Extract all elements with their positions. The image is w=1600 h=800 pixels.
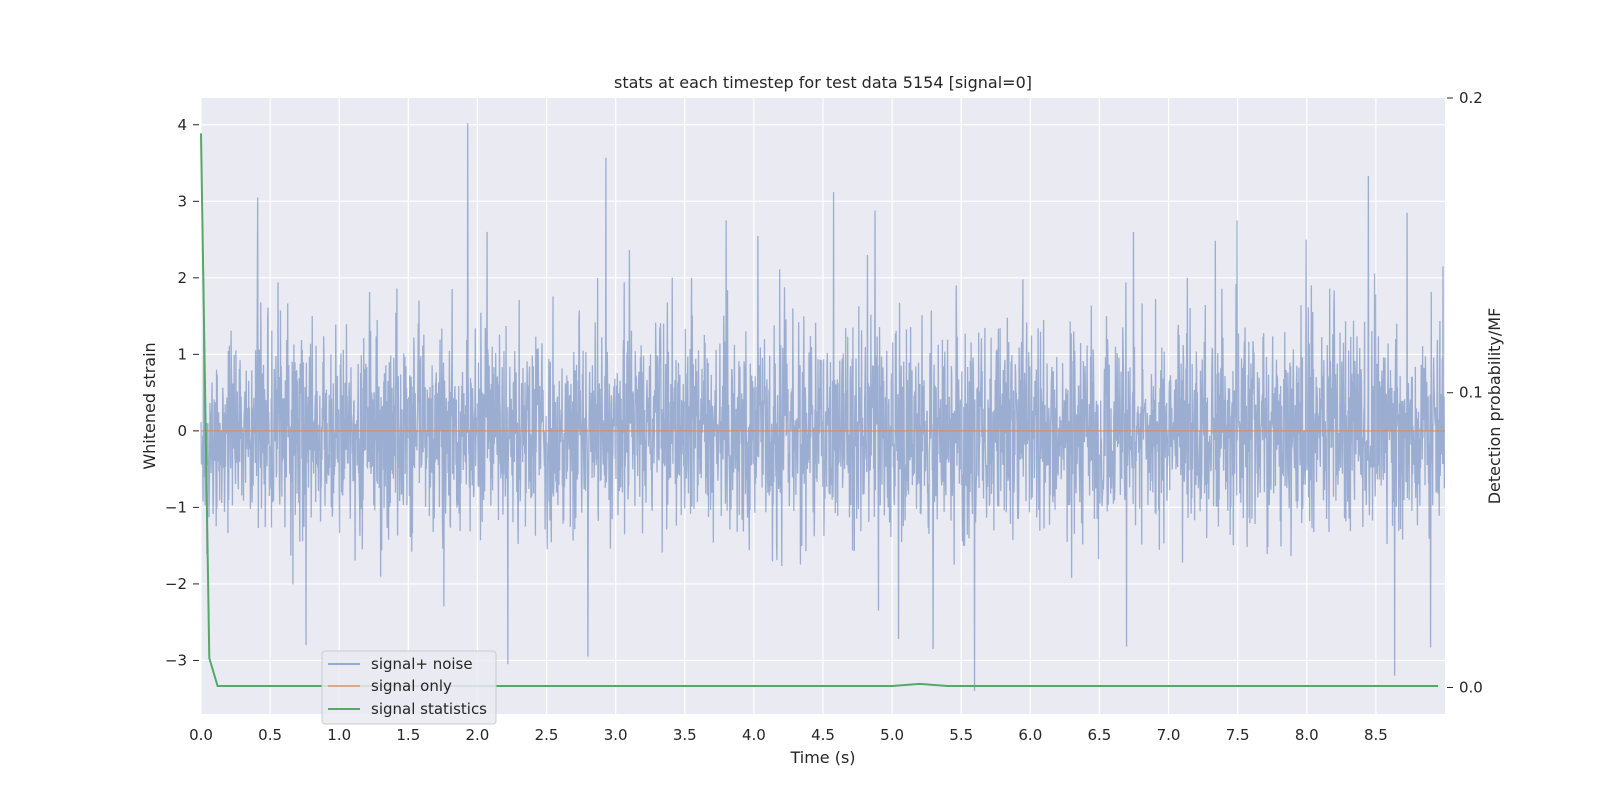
- x-tick-label: 5.5: [949, 726, 973, 744]
- y-tick-label: 4: [177, 116, 187, 134]
- x-tick-label: 8.5: [1364, 726, 1388, 744]
- chart-title: stats at each timestep for test data 515…: [614, 73, 1032, 92]
- x-tick-label: 3.0: [604, 726, 628, 744]
- x-tick-label: 2.5: [535, 726, 559, 744]
- y2-axis-label: Detection probability/MF: [1485, 308, 1504, 505]
- x-tick-label: 0.0: [189, 726, 213, 744]
- x-tick-label: 6.0: [1018, 726, 1042, 744]
- y-tick-label: −1: [165, 498, 187, 516]
- y-tick-label: −3: [165, 651, 187, 669]
- legend: signal+ noise signal only signal statist…: [321, 650, 497, 725]
- y-tick-label: 2: [177, 269, 187, 287]
- x-tick-label: 4.5: [811, 726, 835, 744]
- y-tick-label: 3: [177, 192, 187, 210]
- series-signal-statistics: [200, 133, 1439, 687]
- legend-label-signal-statistics: signal statistics: [371, 700, 487, 718]
- x-tick-label: 0.5: [258, 726, 282, 744]
- series-signal-noise: [200, 123, 1446, 692]
- y2-axis-ticks: 0.0 0.1 0.2: [1447, 89, 1483, 696]
- y-axis-label: Whitened strain: [140, 342, 159, 469]
- x-tick-label: 6.5: [1088, 726, 1112, 744]
- x-tick-label: 8.0: [1295, 726, 1319, 744]
- y-tick-label: 0: [177, 422, 187, 440]
- x-tick-label: 1.5: [396, 726, 420, 744]
- legend-box: [321, 650, 497, 725]
- legend-label-signal-noise: signal+ noise: [371, 655, 473, 673]
- y-tick-label: 1: [177, 345, 187, 363]
- y-tick-label: −2: [165, 575, 187, 593]
- signal-noise-line: [200, 123, 1446, 692]
- x-tick-label: 5.0: [880, 726, 904, 744]
- x-tick-label: 7.0: [1157, 726, 1181, 744]
- x-tick-label: 7.5: [1226, 726, 1250, 744]
- x-tick-label: 1.0: [327, 726, 351, 744]
- x-axis-label: Time (s): [789, 748, 855, 767]
- x-axis-ticks: 0.0 0.5 1.0 1.5 2.0 2.5 3.0 3.5 4.0 4.5 5.0 5.5 6.0 6…: [189, 726, 1388, 744]
- x-tick-label: 2.0: [466, 726, 490, 744]
- y2-tick-label: 0.2: [1459, 89, 1483, 107]
- signal-statistics-line: [200, 133, 1439, 687]
- x-tick-label: 4.0: [742, 726, 766, 744]
- x-tick-label: 3.5: [673, 726, 697, 744]
- y2-tick-label: 0.0: [1459, 678, 1483, 696]
- legend-label-signal-only: signal only: [371, 677, 452, 695]
- y-axis-ticks: −3 −2 −1 0 1 2 3 4: [165, 116, 199, 669]
- y2-tick-label: 0.1: [1459, 384, 1483, 402]
